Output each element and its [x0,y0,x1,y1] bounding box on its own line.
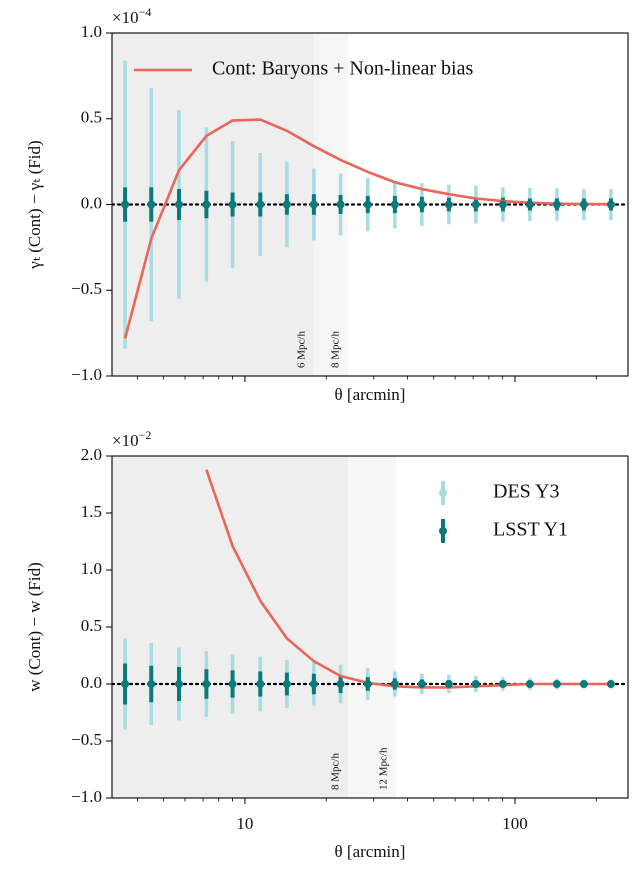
point-marker [256,680,265,688]
point-marker [390,200,399,209]
legend-marker [439,527,447,535]
offset-base: ×10 [112,8,139,27]
y-tick-label: −0.5 [71,279,102,298]
legend-marker [439,489,447,497]
point-marker [552,680,561,688]
scale-cut-region [348,456,396,798]
point-marker [525,680,534,688]
point-marker [390,680,399,688]
point-marker [471,680,480,688]
axis-offset: ×10−4 [112,5,151,27]
y-axis-label: w (Cont) − w (Fid) [25,562,44,692]
point-marker [444,680,453,688]
scale-cut-label: 8 Mpc/h [330,753,342,790]
x-tick-label: 100 [502,814,528,833]
y-tick-label: 1.0 [81,559,102,578]
point-marker [202,680,211,688]
point-marker [363,200,372,209]
x-axis-label: θ [arcmin] [335,385,406,404]
point-marker [228,200,237,209]
point-marker [336,680,345,688]
y-tick-label: 2.0 [81,445,102,464]
point-marker [228,680,237,688]
point-marker [336,200,345,209]
scale-cut-label: 12 Mpc/h [377,747,389,790]
point-marker [256,200,265,209]
y-tick-label: 0.5 [81,108,102,127]
x-tick-label: 10 [236,814,253,833]
point-marker [147,680,156,688]
plot-area [112,456,628,798]
point-marker [121,680,130,688]
y-axis-label: γₜ (Cont) − γₜ (Fid) [25,140,44,269]
offset-exponent: −2 [139,428,152,442]
point-marker [417,200,426,209]
scale-cut-label: 6 Mpc/h [295,331,307,368]
point-marker [282,200,291,209]
point-marker [579,200,588,209]
y-tick-label: 1.5 [81,502,102,521]
y-tick-label: 0.0 [81,673,102,692]
point-marker [444,200,453,209]
x-axis-label: θ [arcmin] [335,842,406,861]
legend-label: LSST Y1 [493,519,568,541]
point-marker [417,680,426,688]
point-marker [121,200,130,209]
point-marker [525,200,534,209]
y-tick-label: 0.5 [81,616,102,635]
point-marker [309,200,318,209]
point-marker [579,680,588,688]
panel: 6 Mpc/h 8 Mpc/h −1.0 −0.5 0.0 0.5 1.0 ×10−4 θ [a… [25,5,629,404]
legend-label: Cont: Baryons + Non-linear bias [212,58,473,80]
point-marker [363,680,372,688]
axis-offset: ×10−2 [112,428,151,450]
y-tick-label: −0.5 [71,730,102,749]
point-marker [498,200,507,209]
panel: 8 Mpc/h 12 Mpc/h −1.0 −0.5 0.0 0.5 1.0 1.5 2.0 10… [25,428,629,861]
point-marker [174,200,183,209]
scale-cut-region [112,456,349,798]
point-marker [282,680,291,688]
offset-base: ×10 [112,431,139,450]
point-marker [552,200,561,209]
point-marker [174,680,183,688]
model-line [205,469,611,689]
plot-area [112,33,628,376]
point-marker [606,200,615,209]
point-marker [471,200,480,209]
y-tick-label: 1.0 [81,22,102,41]
offset-exponent: −4 [139,5,152,19]
point-marker [202,200,211,209]
y-tick-label: −1.0 [71,365,102,384]
scale-cut-label: 8 Mpc/h [330,331,342,368]
legend-label: DES Y3 [493,481,559,503]
point-marker [498,680,507,688]
point-marker [606,680,615,688]
y-tick-label: 0.0 [81,193,102,212]
point-marker [309,680,318,688]
y-tick-label: −1.0 [71,787,102,806]
point-marker [147,200,156,209]
